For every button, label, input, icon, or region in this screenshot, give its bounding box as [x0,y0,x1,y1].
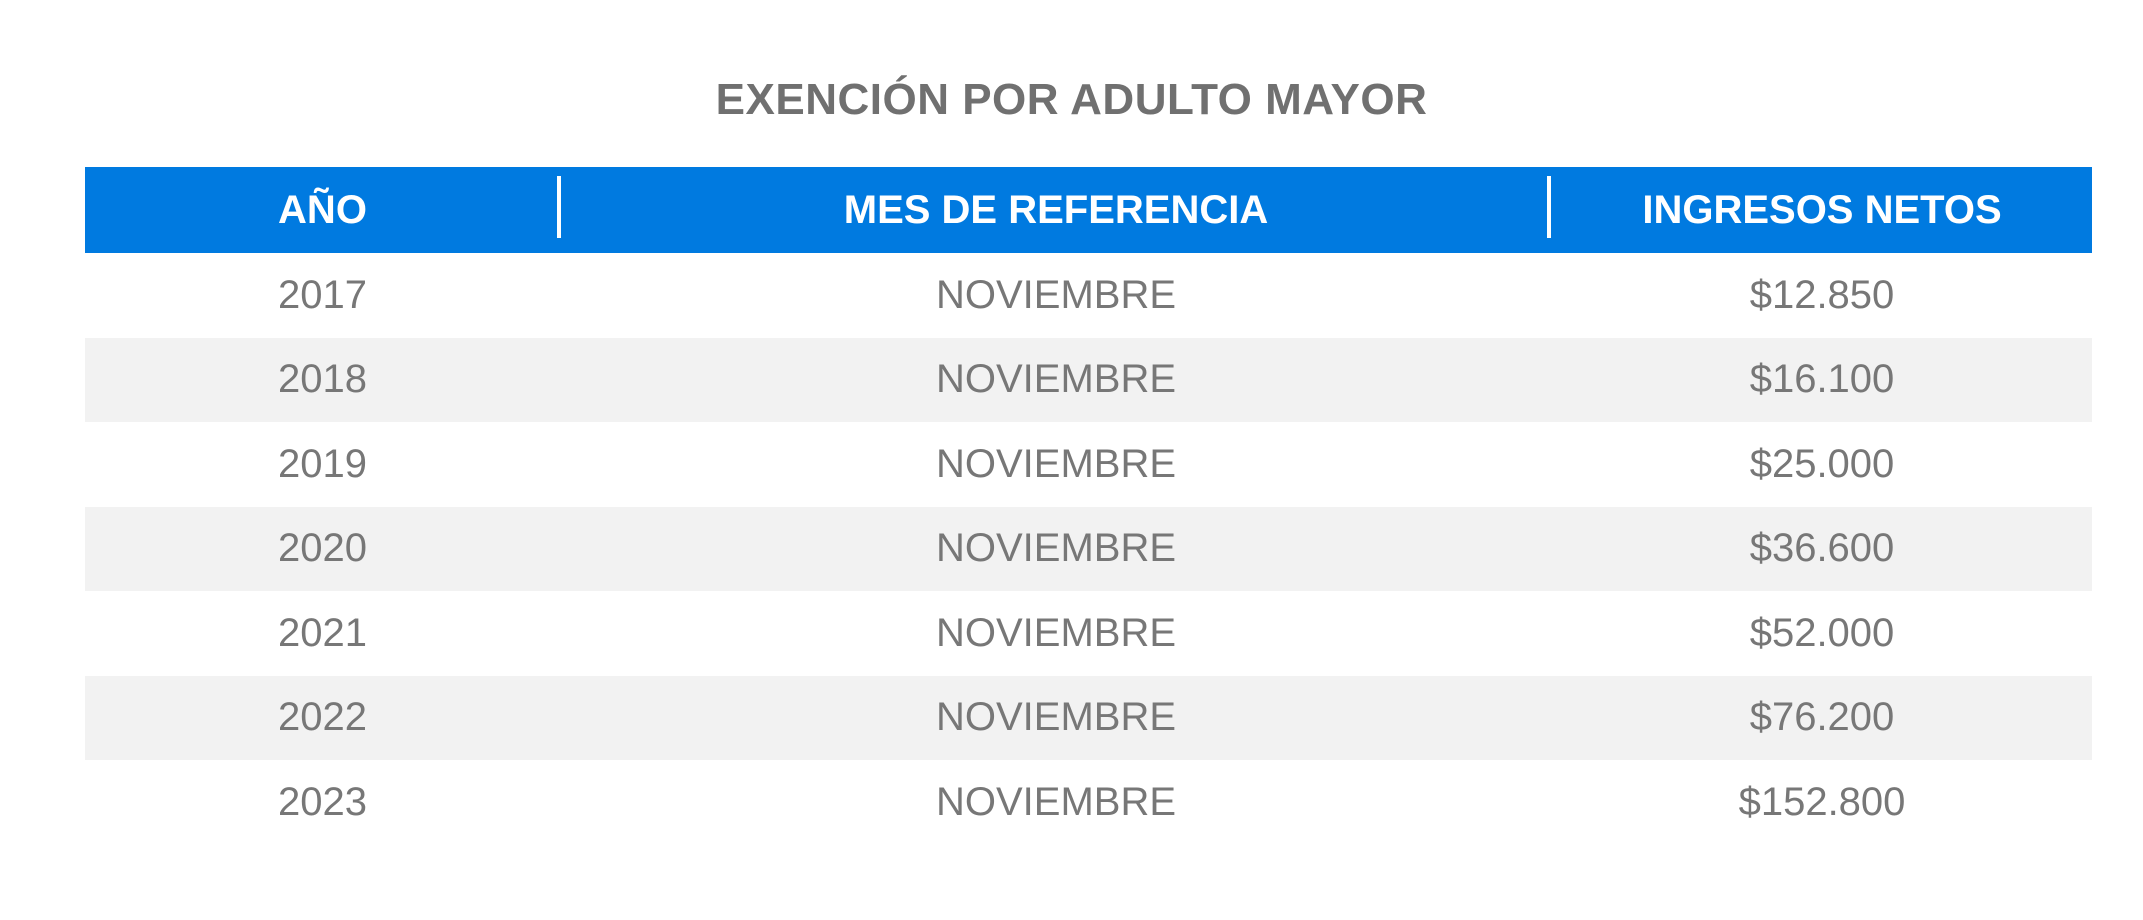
table-row: 2020 NOVIEMBRE $36.600 [85,506,2092,591]
cell-month: NOVIEMBRE [935,441,1177,486]
table-row: 2022 NOVIEMBRE $76.200 [85,675,2092,760]
cell-month: NOVIEMBRE [935,526,1177,571]
cell-month: NOVIEMBRE [935,779,1177,824]
cell-month: NOVIEMBRE [935,272,1177,317]
table-row: 2021 NOVIEMBRE $52.000 [85,591,2092,676]
table-row: 2019 NOVIEMBRE $25.000 [85,422,2092,507]
table-header-row: AÑO MES DE REFERENCIA INGRESOS NETOS [85,167,2092,253]
cell-month: NOVIEMBRE [935,695,1177,740]
header-divider [1547,176,1551,238]
cell-income: $36.600 [1749,526,1895,571]
cell-year: 2020 [278,526,367,571]
header-year: AÑO [278,188,367,232]
cell-income: $152.800 [1738,779,1906,824]
cell-year: 2021 [278,610,367,655]
header-net-income: INGRESOS NETOS [1642,188,2002,232]
page-title: EXENCIÓN POR ADULTO MAYOR [715,75,1428,124]
cell-month: NOVIEMBRE [935,610,1177,655]
header-reference-month: MES DE REFERENCIA [843,188,1269,232]
table-row: 2023 NOVIEMBRE $152.800 [85,760,2092,845]
table-row: 2017 NOVIEMBRE $12.850 [85,253,2092,338]
cell-year: 2017 [278,272,367,317]
cell-income: $16.100 [1749,357,1895,402]
cell-month: NOVIEMBRE [935,357,1177,402]
cell-year: 2023 [278,779,367,824]
cell-income: $52.000 [1749,610,1895,655]
table-row: 2018 NOVIEMBRE $16.100 [85,337,2092,422]
cell-year: 2018 [278,357,367,402]
header-divider [557,176,561,238]
cell-year: 2022 [278,695,367,740]
cell-year: 2019 [278,441,367,486]
cell-income: $25.000 [1749,441,1895,486]
cell-income: $76.200 [1749,695,1895,740]
income-table: AÑO MES DE REFERENCIA INGRESOS NETOS 201… [85,167,2092,845]
cell-income: $12.850 [1749,272,1895,317]
